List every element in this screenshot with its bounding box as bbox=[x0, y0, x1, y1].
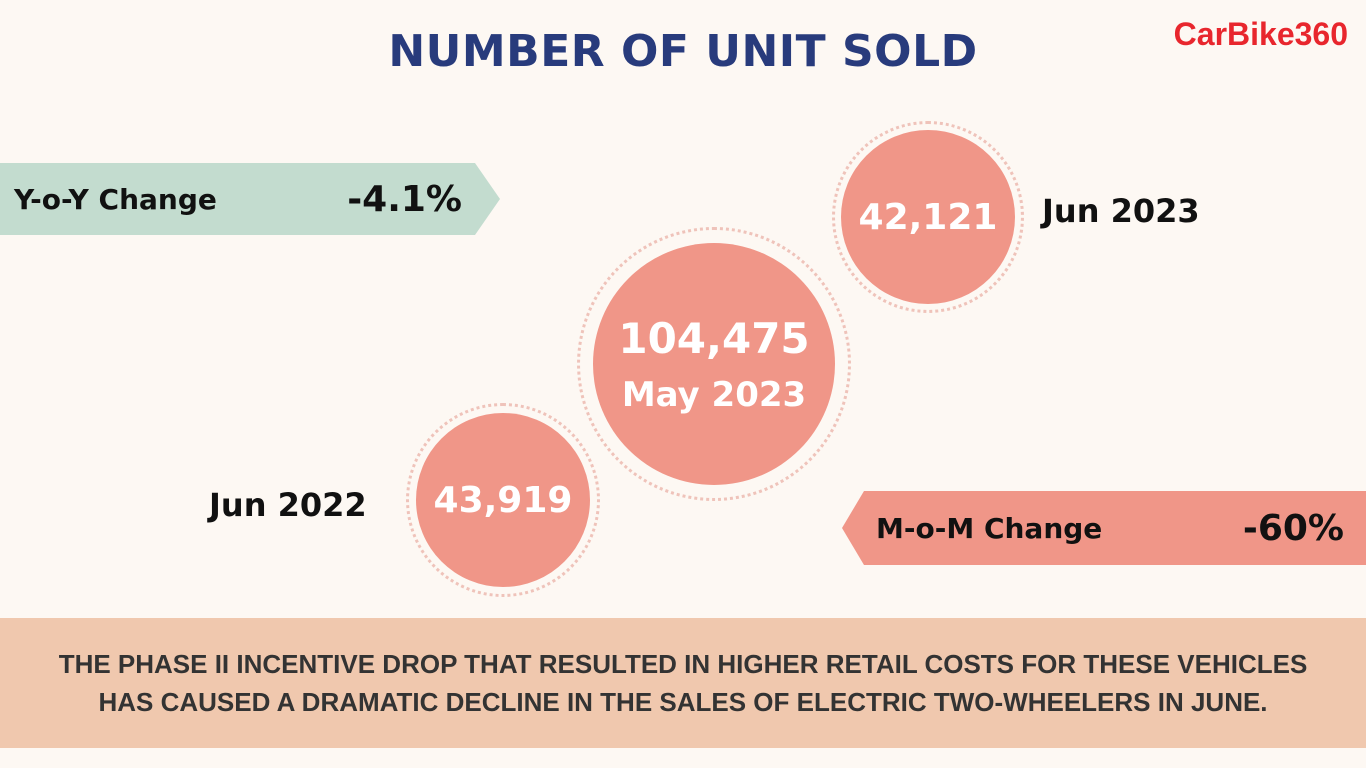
footer-note: THE PHASE II INCENTIVE DROP THAT RESULTE… bbox=[0, 618, 1366, 748]
yoy-change-banner: Y-o-Y Change -4.1% bbox=[0, 163, 500, 235]
jun-2022-value: 43,919 bbox=[433, 479, 573, 521]
jun-2022-circle: 43,919 bbox=[406, 403, 600, 597]
page-title: NUMBER OF UNIT SOLD bbox=[388, 26, 978, 77]
footer-text: THE PHASE II INCENTIVE DROP THAT RESULTE… bbox=[58, 649, 1308, 717]
may-2023-circle: 104,475 May 2023 bbox=[577, 227, 851, 501]
jun-2023-circle-fill: 42,121 bbox=[841, 130, 1015, 304]
mom-change-label: M-o-M Change bbox=[876, 511, 1103, 545]
yoy-change-label: Y-o-Y Change bbox=[14, 182, 217, 216]
may-2023-value: 104,475 bbox=[618, 313, 810, 363]
mom-change-banner: M-o-M Change -60% bbox=[842, 491, 1366, 565]
brand-logo: CarBike360 bbox=[1173, 16, 1348, 52]
jun-2023-circle: 42,121 bbox=[832, 121, 1024, 313]
jun-2023-label: Jun 2023 bbox=[1042, 192, 1200, 230]
jun-2022-label: Jun 2022 bbox=[209, 486, 367, 524]
may-2023-label: May 2023 bbox=[621, 374, 807, 415]
jun-2023-value: 42,121 bbox=[858, 196, 998, 238]
jun-2022-circle-fill: 43,919 bbox=[416, 413, 590, 587]
may-2023-circle-fill: 104,475 May 2023 bbox=[593, 243, 835, 485]
mom-change-value: -60% bbox=[1242, 507, 1344, 549]
yoy-change-value: -4.1% bbox=[347, 178, 462, 220]
